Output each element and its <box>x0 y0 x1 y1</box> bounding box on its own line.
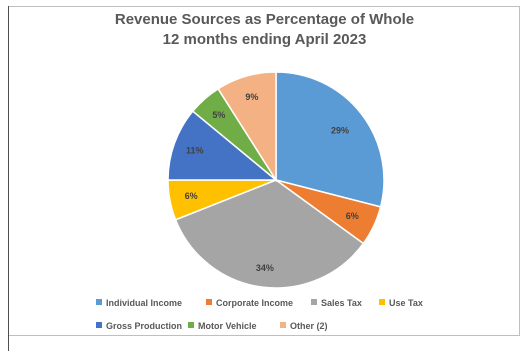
legend-swatch <box>96 322 102 328</box>
pie-slices <box>167 71 385 289</box>
legend-label: Other (2) <box>290 321 328 331</box>
legend-item: Corporate Income <box>206 298 293 308</box>
chart-subtitle: 12 months ending April 2023 <box>162 31 367 48</box>
legend-swatch <box>311 299 317 305</box>
data-label: 9% <box>245 92 258 102</box>
legend-item: Motor Vehicle <box>188 321 257 331</box>
legend-item: Other (2) <box>280 321 328 331</box>
legend-swatch <box>96 299 102 305</box>
legend-item: Gross Production <box>96 321 182 331</box>
legend-swatch <box>188 322 194 328</box>
pie-slice-other-2 <box>217 71 277 183</box>
legend-swatch <box>379 299 385 305</box>
pie-slice-gross-production <box>167 110 279 181</box>
legend-label: Motor Vehicle <box>198 321 257 331</box>
data-label: 29% <box>331 125 349 135</box>
legend-item: Sales Tax <box>311 298 362 308</box>
chart-title-block: Revenue Sources as Percentage of Whole 1… <box>0 10 529 50</box>
legend-label: Corporate Income <box>216 298 294 308</box>
legend-item: Use Tax <box>379 298 423 308</box>
data-label: 34% <box>256 263 274 273</box>
chart-title: Revenue Sources as Percentage of Whole <box>114 11 415 28</box>
legend-item: Individual Income <box>96 298 182 308</box>
pie-slice-individual-income <box>275 71 385 208</box>
pie-data-labels: 29% 6% 34% 6% 11% 5% 9% <box>185 92 359 273</box>
legend-swatch <box>206 299 212 305</box>
data-label: 6% <box>346 211 359 221</box>
data-label: 5% <box>212 110 225 120</box>
pie-slice-sales-tax <box>174 179 365 289</box>
legend-label: Use Tax <box>389 298 423 308</box>
legend-label: Gross Production <box>106 321 183 331</box>
data-label: 11% <box>186 146 204 156</box>
legend-label: Sales Tax <box>321 298 362 308</box>
legend-swatch <box>280 322 286 328</box>
legend-label: Individual Income <box>106 298 183 308</box>
data-label: 6% <box>185 191 198 201</box>
